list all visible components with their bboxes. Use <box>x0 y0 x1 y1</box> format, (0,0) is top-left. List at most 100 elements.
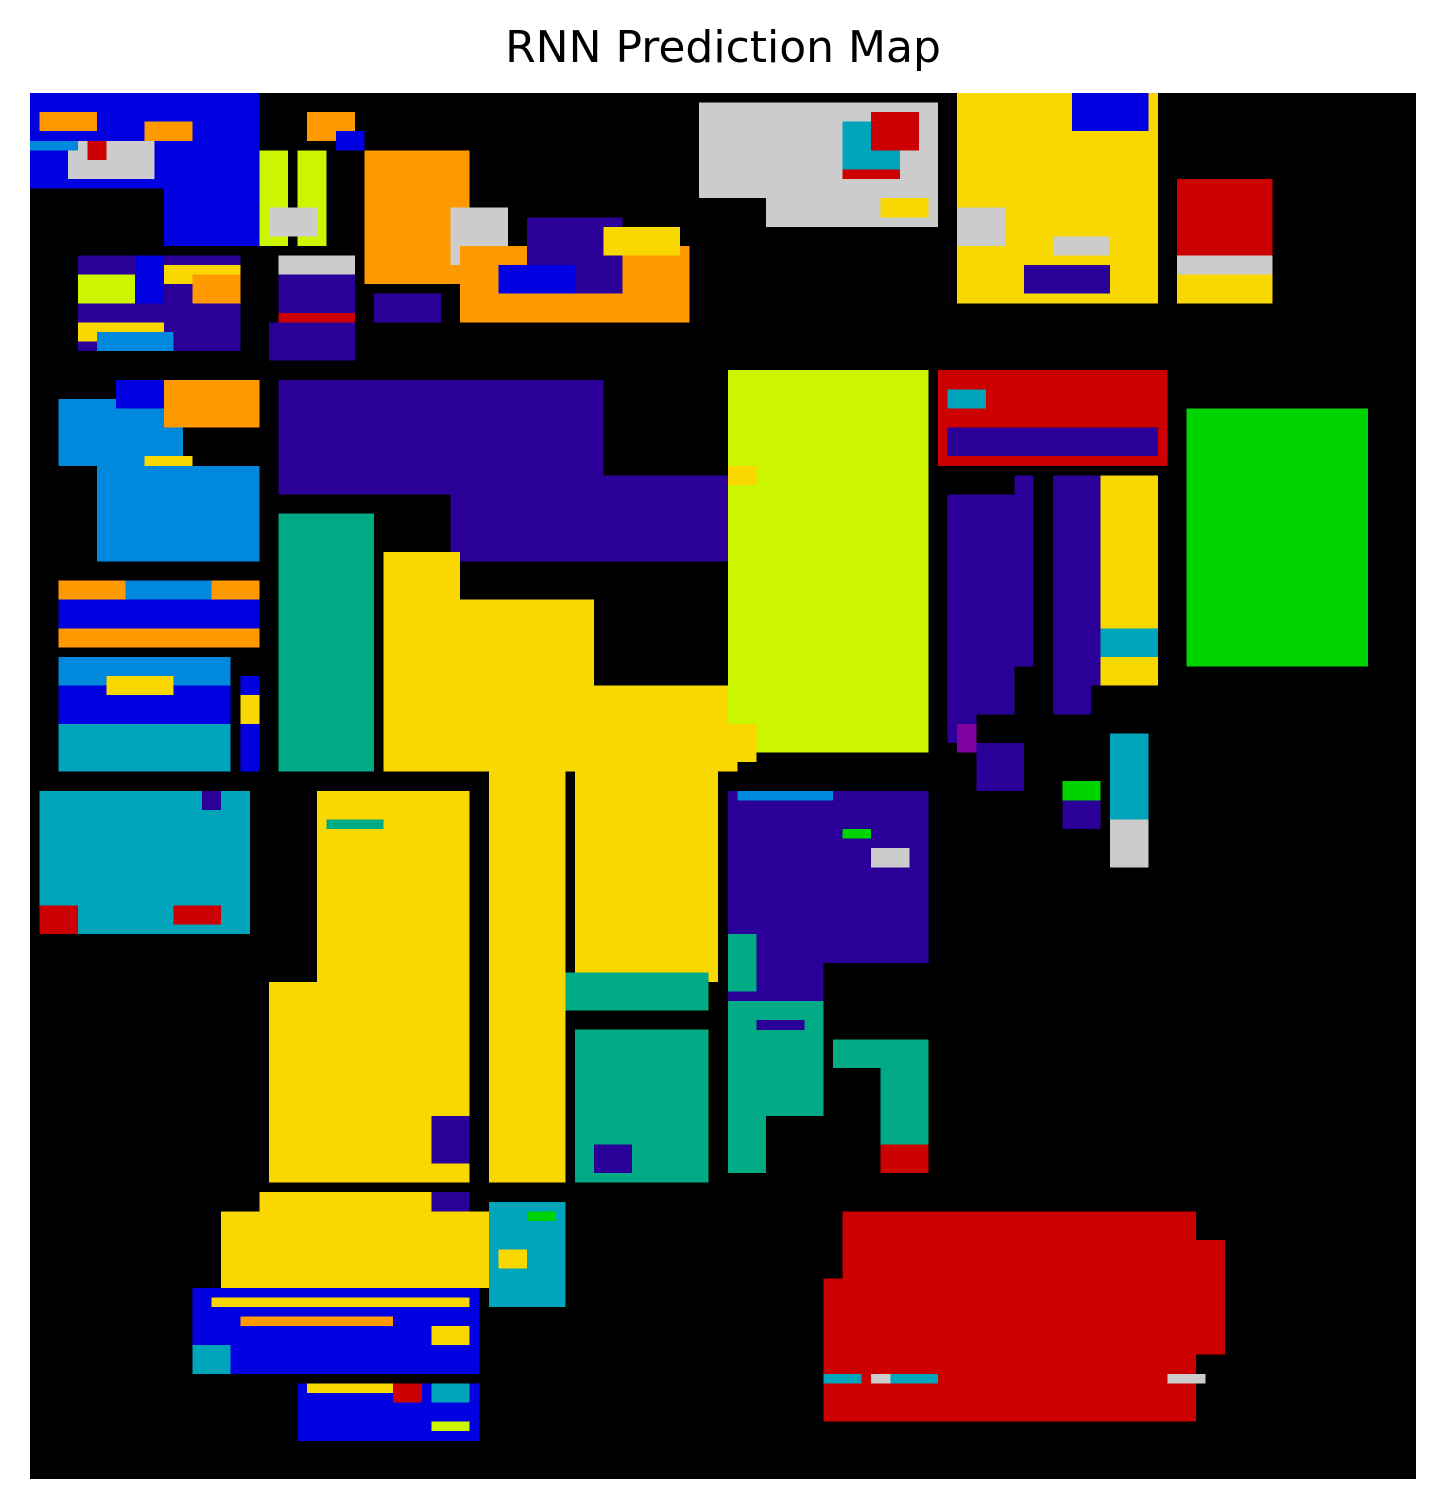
map-region-yellow <box>383 551 461 772</box>
map-region-orange <box>192 274 241 304</box>
map-region-purple <box>957 723 977 753</box>
map-region-indigo <box>1062 800 1101 830</box>
map-region-red <box>880 1144 929 1174</box>
map-region-yellow <box>307 1383 394 1393</box>
map-region-orange <box>240 1316 394 1327</box>
map-region-yellow <box>727 723 757 763</box>
map-region-red <box>87 140 107 160</box>
map-region-yellow <box>316 790 470 982</box>
map-region-indigo <box>1024 265 1111 294</box>
map-region-green-teal <box>880 1067 929 1155</box>
map-region-light-gray <box>1167 1373 1206 1384</box>
map-region-teal <box>1100 628 1158 657</box>
map-region-green-teal <box>565 972 709 1011</box>
map-region-blue <box>135 255 164 304</box>
map-region-red <box>393 1383 422 1403</box>
map-region-red <box>842 169 900 180</box>
map-region-yellow <box>498 1249 528 1269</box>
map-region-yellow <box>488 695 566 1183</box>
map-region-light-gray <box>1177 255 1273 275</box>
map-region-green <box>1186 408 1369 667</box>
map-region-yellow <box>240 695 260 724</box>
prediction-map <box>30 93 1416 1479</box>
map-region-green <box>1062 781 1101 801</box>
map-region-light-gray <box>68 140 155 180</box>
map-region-indigo <box>431 1192 470 1212</box>
map-region-teal <box>823 1373 862 1384</box>
map-region-green-teal <box>727 934 757 992</box>
map-region-yellow <box>431 1326 470 1346</box>
map-region-yellow <box>259 1192 470 1212</box>
map-region-indigo <box>268 322 355 361</box>
map-region-indigo <box>450 475 738 562</box>
map-region-teal <box>58 723 231 772</box>
map-region-sky-blue <box>96 465 260 562</box>
map-region-indigo <box>756 1020 805 1030</box>
map-region-yellow <box>574 771 719 982</box>
map-region-yellow <box>727 465 757 485</box>
map-region-red <box>871 112 919 151</box>
map-region-chartreuse <box>77 274 136 304</box>
map-region-teal <box>947 389 986 409</box>
map-region-sky-blue <box>125 580 212 600</box>
map-region-red <box>39 905 78 935</box>
map-region-indigo <box>202 790 222 810</box>
map-region-sky-blue <box>58 398 183 466</box>
map-region-indigo <box>947 427 1158 457</box>
map-region-indigo <box>727 790 929 963</box>
map-region-orange <box>163 379 260 428</box>
map-region-blue <box>116 379 164 409</box>
map-region-teal <box>431 1383 470 1403</box>
map-region-red <box>278 312 355 323</box>
map-region-chartreuse <box>431 1421 470 1432</box>
map-region-yellow <box>880 198 929 218</box>
map-region-light-gray <box>1110 819 1149 868</box>
map-region-green <box>527 1211 556 1221</box>
map-region-chartreuse <box>727 370 929 753</box>
map-region-blue <box>1071 93 1149 132</box>
map-region-indigo <box>1052 475 1091 715</box>
map-region-yellow <box>144 456 193 466</box>
map-region-blue <box>163 140 260 246</box>
map-region-orange <box>144 121 193 141</box>
map-region-indigo <box>593 1144 633 1174</box>
map-region-indigo <box>1014 475 1034 667</box>
map-region-teal <box>192 1345 231 1374</box>
map-region-red <box>1177 179 1273 256</box>
map-region-red <box>823 1278 843 1422</box>
map-region-yellow <box>603 226 680 256</box>
map-region-green <box>842 829 872 839</box>
map-region-indigo <box>374 293 442 323</box>
map-region-green-teal <box>278 513 375 772</box>
map-region-indigo <box>431 1115 470 1164</box>
map-region-light-gray <box>871 848 910 868</box>
map-region-light-gray <box>268 207 317 237</box>
chart-title: RNN Prediction Map <box>505 22 941 73</box>
map-region-light-gray <box>871 1373 891 1384</box>
map-region-blue <box>498 265 575 294</box>
map-region-yellow <box>106 676 174 696</box>
map-region-teal <box>890 1373 939 1384</box>
map-region-light-gray <box>957 207 1005 246</box>
map-region-orange <box>39 112 97 132</box>
map-region-indigo <box>947 494 1015 715</box>
map-region-blue <box>58 599 260 629</box>
map-region-red <box>173 905 222 925</box>
map-region-blue <box>335 131 365 151</box>
map-region-yellow <box>211 1297 470 1307</box>
map-region-blue <box>240 676 260 772</box>
map-region-sky-blue <box>30 140 78 151</box>
map-region-yellow <box>221 1211 499 1288</box>
map-region-sky-blue <box>737 790 833 801</box>
map-region-teal <box>1110 733 1149 820</box>
map-region-green-teal <box>727 1115 767 1174</box>
prediction-map-svg <box>30 93 1416 1479</box>
map-region-green-teal <box>832 1039 929 1068</box>
map-region-red <box>842 1211 1197 1422</box>
map-region-green-teal <box>727 1001 824 1116</box>
map-region-light-gray <box>1052 236 1111 256</box>
map-region-yellow <box>1177 274 1273 304</box>
map-region-indigo <box>976 742 1025 791</box>
map-region-green-teal <box>326 819 384 830</box>
map-region-red <box>1196 1240 1225 1355</box>
